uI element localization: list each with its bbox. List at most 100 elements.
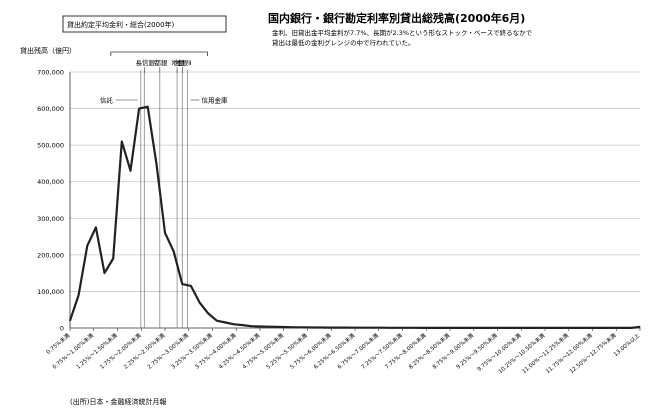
data-point-29 <box>319 326 322 329</box>
source-note: (出所)日本・金融経済統計月報 <box>70 397 166 406</box>
y-tick-label-2: 200,000 <box>37 251 64 259</box>
legend-box-label: 貸出約定平均金利・総合(2000年) <box>67 20 175 29</box>
data-point-64 <box>622 327 624 329</box>
data-point-56 <box>553 327 555 329</box>
marker-label-5: 信用金庫 <box>201 96 228 105</box>
data-point-5 <box>112 257 114 260</box>
data-point-28 <box>311 326 313 329</box>
data-point-60 <box>587 327 589 329</box>
y-tick-label-5: 500,000 <box>37 142 64 150</box>
data-point-3 <box>95 226 97 229</box>
data-point-22 <box>259 325 261 328</box>
x-tick-label-6: 3.25%～3.50%未満 <box>169 331 214 371</box>
data-point-53 <box>527 327 529 329</box>
data-point-62 <box>604 327 607 329</box>
data-point-34 <box>363 327 365 329</box>
grid-layer <box>69 71 640 329</box>
data-point-20 <box>242 324 244 326</box>
x-tick-label-7: 3.75%～4.00%未満 <box>193 331 238 371</box>
data-point-63 <box>613 327 615 329</box>
x-tick-label-8: 4.25%～4.50%未満 <box>217 331 262 371</box>
data-point-16 <box>207 312 209 314</box>
chart-subtitle-line-1: 金利、旧貸出金平均金利が7.7%、長期が2.3%という形なストック・ベースで終る… <box>272 28 533 37</box>
data-point-6 <box>121 140 123 143</box>
data-point-21 <box>250 325 252 327</box>
data-point-54 <box>535 327 537 329</box>
data-point-10 <box>155 162 157 165</box>
data-point-45 <box>458 327 460 329</box>
series-line <box>68 105 641 329</box>
data-point-50 <box>501 327 503 329</box>
data-point-35 <box>371 327 373 329</box>
data-point-9 <box>147 106 149 108</box>
x-tick-label-18: 9.25%～9.50%未満 <box>454 331 499 371</box>
tick-layer: 0 100,000 200,000 300,000 400,000 500,000 600,… <box>37 69 642 376</box>
data-point-42 <box>432 327 434 329</box>
x-tick-label-2: 1.25%～1.50%未満 <box>74 331 119 371</box>
x-tick-label-5: 2.75%～3.00%未満 <box>145 331 190 371</box>
data-point-52 <box>518 327 520 329</box>
x-tick-label-10: 5.25%～5.50%未満 <box>264 331 309 371</box>
y-tick-label-4: 400,000 <box>37 178 64 186</box>
marker-label-4: 地銀Ⅱ <box>175 58 191 67</box>
marker-label-0: 信託 <box>100 96 114 105</box>
data-point-59 <box>578 327 581 329</box>
data-point-11 <box>164 232 166 234</box>
x-tick-label-24: 13.00%以上 <box>612 331 642 358</box>
data-point-23 <box>268 326 270 328</box>
data-point-37 <box>388 327 391 329</box>
data-point-58 <box>570 327 572 329</box>
data-point-15 <box>198 301 201 303</box>
x-tick-label-12: 6.25%～6.50%未満 <box>312 331 357 371</box>
y-tick-label-1: 100,000 <box>37 288 64 296</box>
data-point-38 <box>397 327 399 329</box>
data-point-30 <box>328 326 330 329</box>
y-tick-label-0: 0 <box>60 325 64 333</box>
data-point-61 <box>596 327 598 329</box>
data-point-57 <box>561 327 563 329</box>
data-point-2 <box>86 245 88 247</box>
data-point-13 <box>181 283 183 285</box>
chart-subtitle-line-2: 貸出は最低の金利グレンジの中で行われていた。 <box>272 38 414 47</box>
x-tick-label-9: 4.75%～5.00%未満 <box>240 331 285 371</box>
data-point-0 <box>69 320 71 322</box>
data-point-8 <box>138 107 140 110</box>
x-tick-label-19: 9.75%～10.00%未満 <box>475 331 523 373</box>
y-tick-label-7: 700,000 <box>37 69 64 77</box>
legend-box <box>62 15 227 33</box>
data-point-17 <box>216 320 218 322</box>
data-point-14 <box>190 285 192 287</box>
data-point-24 <box>276 326 278 328</box>
x-tick-label-15: 7.75%～8.00%未満 <box>383 331 428 371</box>
data-point-43 <box>440 327 442 329</box>
marker-label-3: 地銀 <box>172 58 186 67</box>
data-point-66 <box>639 326 641 328</box>
data-point-18 <box>224 321 227 324</box>
data-point-27 <box>302 326 304 328</box>
data-point-65 <box>630 327 632 329</box>
data-point-36 <box>380 327 382 329</box>
y-tick-label-6: 600,000 <box>37 105 64 113</box>
x-tick-label-14: 7.25%～7.50%未満 <box>359 331 404 371</box>
data-point-12 <box>173 250 175 252</box>
data-point-4 <box>103 272 106 274</box>
x-tick-label-11: 5.75%～6.00%未満 <box>288 331 333 371</box>
marker-label-1: 長信銀 <box>136 58 156 67</box>
data-point-25 <box>285 326 287 328</box>
data-point-32 <box>345 327 347 329</box>
x-tick-label-16: 8.25%～8.50%未満 <box>407 331 452 371</box>
data-point-19 <box>233 323 235 325</box>
data-point-48 <box>483 327 486 329</box>
x-tick-label-17: 8.75%～9.00%未満 <box>430 331 475 371</box>
marker-label-2: 都銀 <box>154 58 168 67</box>
y-axis-label: 貸出残高（億円） <box>20 46 76 55</box>
data-point-7 <box>129 170 132 172</box>
x-tick-label-3: 1.75%～2.00%未満 <box>98 331 143 371</box>
data-point-40 <box>414 327 417 329</box>
data-point-41 <box>423 327 425 329</box>
data-point-46 <box>466 327 468 329</box>
x-tick-label-1: 0.75%～1.00%未満 <box>50 331 95 371</box>
data-point-39 <box>406 327 408 329</box>
chart-title: 国内銀行・銀行勘定利率別貸出総残高(2000年6月) <box>268 11 525 25</box>
